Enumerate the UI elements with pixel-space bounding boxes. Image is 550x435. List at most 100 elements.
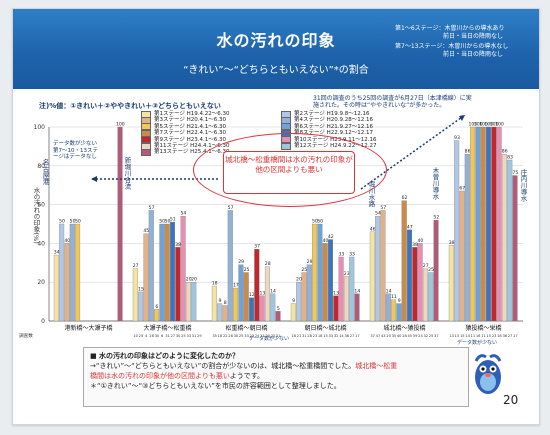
bar bbox=[227, 210, 233, 322]
bar-value-label: 28 bbox=[265, 261, 271, 267]
x-category-label: 朝日橋～城北橋 bbox=[304, 324, 346, 332]
bar-value-label: 9 bbox=[398, 298, 401, 304]
bar-value-label: 6 bbox=[155, 304, 158, 310]
count-label: 24 bbox=[255, 334, 260, 338]
bar-value-label: 39 bbox=[449, 240, 455, 246]
bar-value-label: 20 bbox=[186, 277, 192, 283]
legend-label: 第9ステージ H23.4.1～6.30 bbox=[154, 136, 227, 143]
bar-value-label: 40 bbox=[323, 238, 329, 244]
bar bbox=[254, 249, 260, 322]
bar bbox=[422, 268, 428, 322]
bar bbox=[391, 299, 397, 322]
y-tick-label: 20 bbox=[37, 279, 45, 286]
bar bbox=[53, 254, 59, 322]
bar-value-label: 86 bbox=[502, 149, 508, 155]
bar bbox=[170, 221, 176, 322]
bar-value-label: 57 bbox=[380, 205, 386, 211]
bar-value-label: 20 bbox=[296, 277, 302, 283]
bar-value-label: 100 bbox=[116, 122, 125, 128]
bar-value-label: 75 bbox=[512, 170, 518, 176]
bar bbox=[148, 210, 154, 322]
bar bbox=[412, 247, 418, 322]
count-label: 22 bbox=[271, 334, 276, 338]
bar bbox=[159, 223, 165, 322]
bar bbox=[512, 175, 518, 322]
count-label: 25 bbox=[429, 334, 434, 338]
x-subnote-left: データ数が少ない bbox=[249, 336, 290, 342]
bar-value-label: 8 bbox=[224, 300, 227, 306]
note-survey-remark: 31回の調査のうち25回の調査が6月27日（本津橋線）に実施された。その時は“や… bbox=[313, 95, 472, 109]
bar-value-label: 20 bbox=[191, 277, 197, 283]
left-note: データ数が少ない第7～10・13ステージはデータなし bbox=[53, 141, 98, 160]
bar-value-label: 9 bbox=[218, 298, 221, 304]
bar bbox=[185, 282, 191, 322]
bar bbox=[507, 159, 513, 322]
bar-value-label: 83 bbox=[507, 154, 513, 160]
count-label: 43 bbox=[381, 334, 386, 338]
summary-box: ■ 水の汚れの印象はどのように変化したのか？ →“きれい”～“どちらともいえない… bbox=[83, 347, 469, 407]
bar bbox=[480, 126, 486, 322]
bar bbox=[459, 190, 465, 322]
bar bbox=[328, 239, 334, 322]
summary-line-2b: ようです。 bbox=[229, 372, 265, 380]
bar-value-label: 34 bbox=[54, 250, 60, 256]
count-label: 33 bbox=[186, 334, 191, 338]
bar-value-label: 13 bbox=[333, 290, 339, 296]
bar-value-label: 27 bbox=[133, 263, 139, 269]
slide-subtitle: “きれい”～“どちらともいえない”*の割合 bbox=[183, 65, 369, 76]
bar bbox=[486, 126, 492, 322]
bar-value-label: 100 bbox=[474, 122, 483, 128]
bar bbox=[491, 126, 497, 322]
bar bbox=[164, 223, 170, 322]
y-tick-label: 0 bbox=[41, 318, 45, 325]
header-note-4: 前日・当日の降雨なし bbox=[443, 51, 504, 58]
legend-label: 第3ステージ H20.4.1～6.30 bbox=[154, 117, 227, 124]
bar-value-label: 23 bbox=[344, 271, 350, 277]
bar-value-label: 5 bbox=[277, 306, 280, 312]
bar-value-label: 38 bbox=[412, 242, 418, 248]
bar-value-label: 25 bbox=[301, 267, 307, 273]
bar-value-label: 100 bbox=[479, 122, 488, 128]
count-label: 47 bbox=[376, 334, 381, 338]
count-label: 23 bbox=[418, 334, 423, 338]
bar-value-label: 42 bbox=[328, 234, 334, 240]
count-label: 17 bbox=[513, 334, 518, 338]
count-label: 31 bbox=[192, 334, 197, 338]
bar-value-label: 50 bbox=[59, 219, 65, 225]
count-label: 37 bbox=[434, 334, 439, 338]
count-label: 25 bbox=[181, 334, 186, 338]
count-label: 17 bbox=[355, 334, 360, 338]
bar bbox=[333, 295, 339, 322]
header-note-2: 前日・当日の降雨なし bbox=[443, 33, 504, 40]
summary-line-3: ＊“①きれい”～“③どちらともいえない”を市民の許容範囲として整理しました。 bbox=[90, 382, 341, 390]
bar bbox=[138, 291, 144, 322]
bar-value-label: 50 bbox=[165, 219, 171, 225]
bar bbox=[211, 285, 217, 322]
bar-value-label: 29 bbox=[307, 259, 313, 265]
legend-label: 第4ステージ H20.9.28～12.16 bbox=[294, 117, 374, 124]
count-label: 15 bbox=[455, 334, 460, 338]
slide-header: 水の汚れの印象 “きれい”～“どちらともいえない”*の割合 第1～6ステージ：木… bbox=[13, 9, 539, 89]
bar bbox=[375, 216, 381, 322]
bar-value-label: 54 bbox=[375, 211, 381, 217]
count-label: 18 bbox=[218, 334, 223, 338]
bar bbox=[222, 305, 228, 322]
count-label: 36 bbox=[502, 334, 507, 338]
bar bbox=[369, 231, 375, 322]
bar-value-label: 33 bbox=[349, 251, 355, 257]
bar-value-label: 100 bbox=[484, 122, 493, 128]
bar bbox=[59, 223, 65, 322]
legend-label: 第2ステージ H19.9.8～12.16 bbox=[294, 111, 370, 117]
summary-line-2: 橋間は水の汚れの印象が他の区間よりも悪いようです。 bbox=[90, 371, 462, 381]
bar bbox=[475, 126, 481, 322]
count-label: 14 bbox=[465, 334, 470, 338]
bar-value-label: 33 bbox=[338, 251, 344, 257]
count-label: 33 bbox=[244, 334, 249, 338]
y-tick-label: 80 bbox=[37, 163, 45, 170]
count-label: 4 bbox=[145, 334, 148, 338]
bar-value-label: 93 bbox=[454, 135, 460, 141]
bar-value-label: 86 bbox=[465, 149, 471, 155]
legend-label: 第11ステージ H24.4.1～6.30 bbox=[154, 142, 230, 149]
bar-value-label: 50 bbox=[70, 219, 76, 225]
bar bbox=[275, 311, 281, 322]
